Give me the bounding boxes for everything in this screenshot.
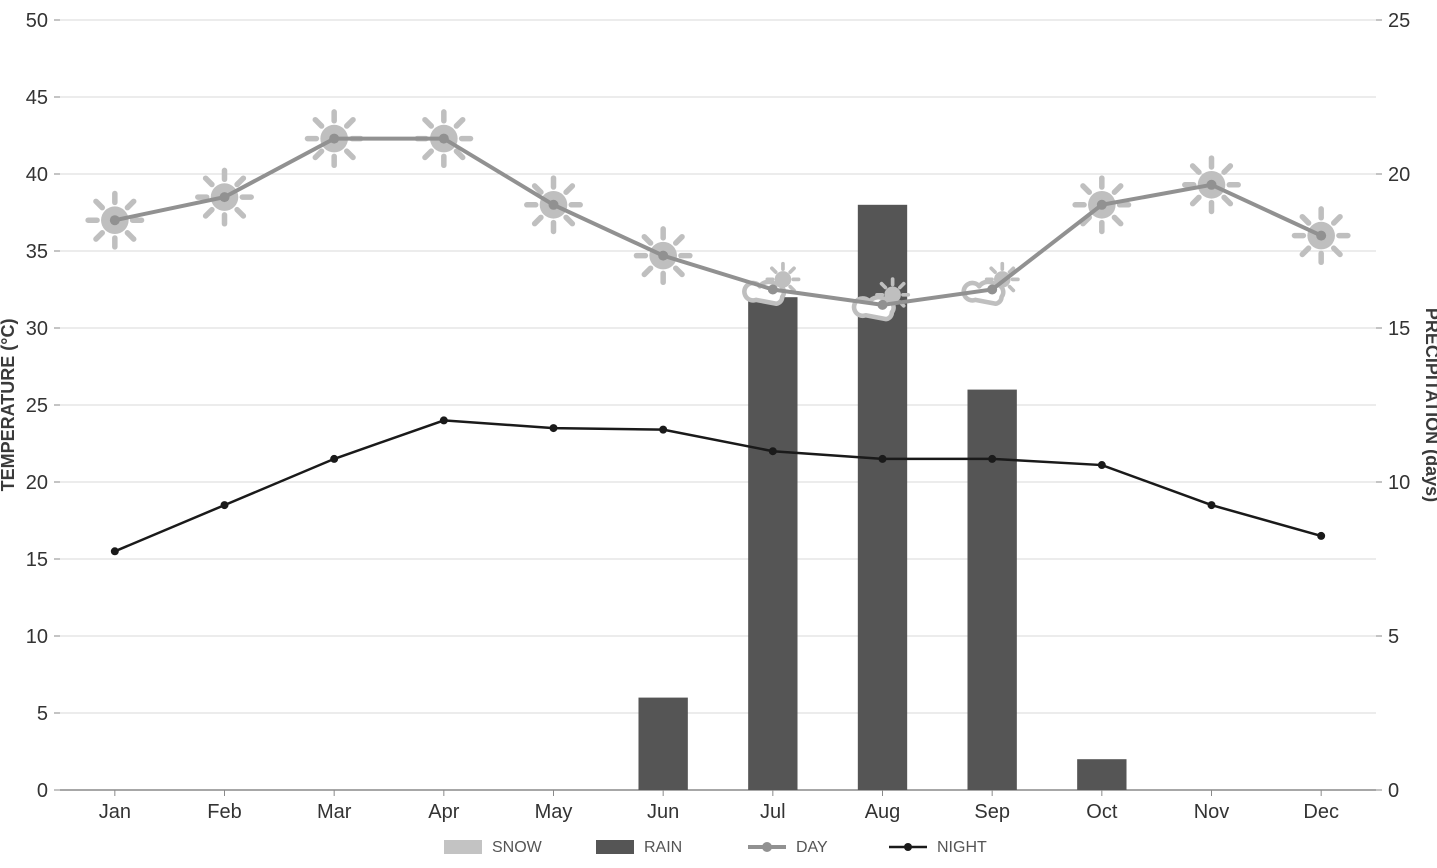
y-right-title: PRECIPITATION (days) [1422, 308, 1437, 502]
marker-night [440, 416, 448, 424]
marker-night [550, 424, 558, 432]
marker-day [1316, 231, 1326, 241]
marker-day [1097, 200, 1107, 210]
marker-night [769, 447, 777, 455]
marker-day [329, 134, 339, 144]
y-left-tick-label: 30 [26, 318, 48, 340]
x-tick-label: Jun [647, 801, 679, 823]
y-left-tick-label: 25 [26, 395, 48, 417]
x-tick-label: Feb [207, 801, 241, 823]
marker-night [330, 455, 338, 463]
x-tick-label: Dec [1303, 801, 1339, 823]
y-left-tick-label: 40 [26, 164, 48, 186]
y-right-tick-label: 0 [1388, 780, 1399, 802]
x-tick-label: Jan [99, 801, 131, 823]
bar-rain [748, 297, 797, 790]
marker-day [658, 251, 668, 261]
marker-day [878, 300, 888, 310]
marker-day [768, 285, 778, 295]
y-left-title: TEMPERATURE (°C) [0, 319, 18, 492]
marker-day [549, 200, 559, 210]
legend-label: NIGHT [937, 839, 987, 856]
x-tick-label: Nov [1194, 801, 1230, 823]
legend-label: SNOW [492, 839, 543, 856]
y-right-tick-label: 5 [1388, 626, 1399, 648]
marker-night [111, 547, 119, 555]
y-right-tick-label: 10 [1388, 472, 1410, 494]
marker-day [987, 285, 997, 295]
bar-rain [638, 698, 687, 790]
legend-item: SNOW [444, 839, 543, 856]
climate-chart: 0 5 10 15 20 25 30 35 40 45 50 0 5 10 15 20 25 Jan Feb Mar A… [0, 0, 1437, 868]
y-right-tick-label: 25 [1388, 10, 1410, 32]
legend-label: RAIN [644, 839, 682, 856]
marker-day [110, 215, 120, 225]
x-tick-label: Jul [760, 801, 786, 823]
marker-night [1208, 501, 1216, 509]
y-left-tick-label: 5 [37, 703, 48, 725]
x-tick-label: Oct [1086, 801, 1118, 823]
marker-night [879, 455, 887, 463]
marker-day [1207, 180, 1217, 190]
marker-day [220, 192, 230, 202]
y-left-tick-label: 50 [26, 10, 48, 32]
bar-rain [967, 390, 1016, 790]
y-left-tick-label: 20 [26, 472, 48, 494]
y-left-tick-label: 35 [26, 241, 48, 263]
marker-night [988, 455, 996, 463]
marker-night [659, 426, 667, 434]
marker-night [1317, 532, 1325, 540]
x-tick-label: Mar [317, 801, 352, 823]
y-right-tick-label: 15 [1388, 318, 1410, 340]
y-left-tick-label: 45 [26, 87, 48, 109]
marker-night [221, 501, 229, 509]
y-right-tick-label: 20 [1388, 164, 1410, 186]
marker-night [1098, 461, 1106, 469]
chart-canvas: 0 5 10 15 20 25 30 35 40 45 50 0 5 10 15 20 25 Jan Feb Mar A… [0, 0, 1437, 868]
legend-label: DAY [796, 839, 828, 856]
x-tick-label: Apr [428, 801, 459, 823]
bar-rain [1077, 759, 1126, 790]
marker-day [439, 134, 449, 144]
x-tick-label: Sep [974, 801, 1010, 823]
x-tick-label: May [535, 801, 573, 823]
y-left-tick-label: 10 [26, 626, 48, 648]
x-tick-label: Aug [865, 801, 901, 823]
y-left-tick-label: 0 [37, 780, 48, 802]
y-left-tick-label: 15 [26, 549, 48, 571]
